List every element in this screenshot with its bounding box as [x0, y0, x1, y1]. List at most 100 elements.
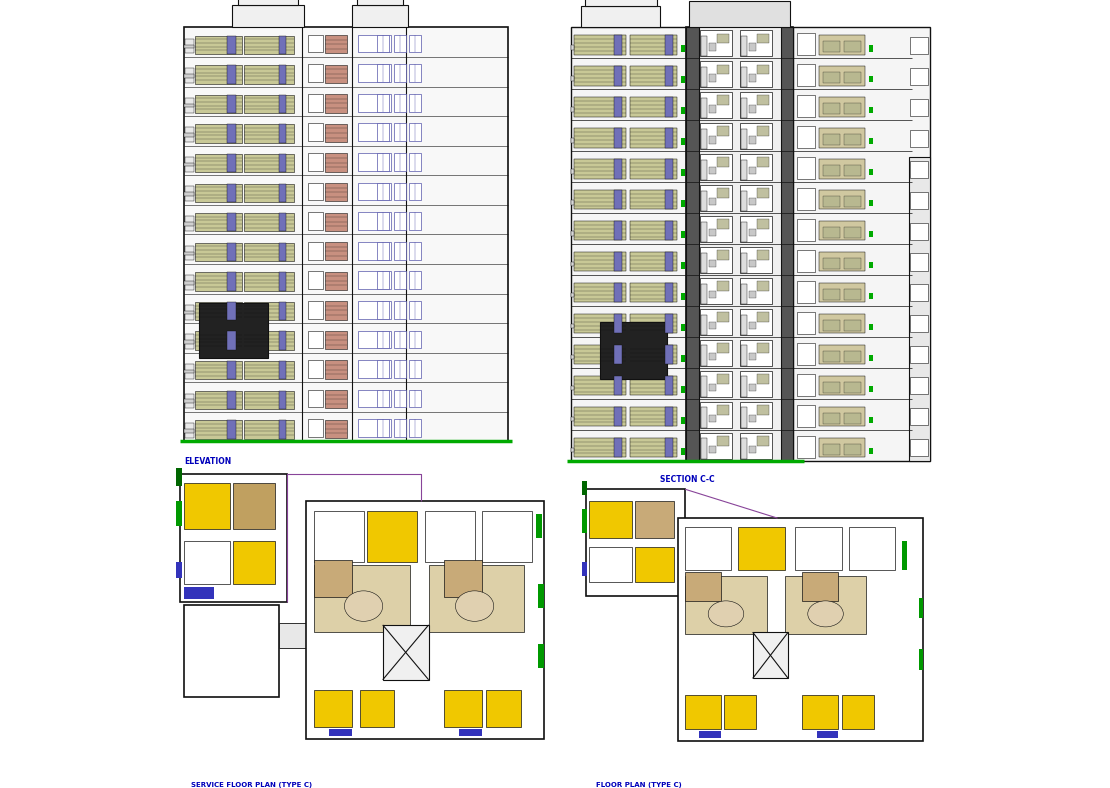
- Bar: [749, 260, 756, 267]
- Bar: [325, 272, 347, 290]
- Bar: [803, 694, 838, 729]
- Bar: [536, 514, 542, 538]
- Bar: [279, 302, 286, 320]
- Bar: [797, 250, 815, 272]
- Bar: [614, 66, 623, 86]
- Bar: [780, 28, 794, 461]
- Bar: [408, 183, 422, 200]
- Bar: [184, 28, 508, 441]
- Bar: [797, 126, 815, 148]
- Bar: [376, 301, 390, 318]
- Bar: [184, 281, 193, 284]
- Bar: [325, 154, 347, 172]
- Bar: [910, 129, 928, 147]
- Bar: [460, 729, 482, 736]
- Bar: [910, 440, 928, 456]
- Bar: [739, 309, 771, 335]
- Bar: [845, 227, 860, 238]
- Bar: [680, 76, 685, 83]
- Bar: [244, 213, 294, 232]
- Bar: [408, 390, 422, 407]
- Bar: [702, 221, 707, 242]
- Bar: [185, 39, 193, 54]
- Bar: [794, 28, 930, 461]
- Bar: [749, 229, 756, 236]
- Bar: [717, 312, 729, 322]
- Bar: [757, 312, 769, 322]
- Bar: [702, 377, 707, 396]
- Bar: [194, 420, 242, 439]
- Bar: [228, 243, 236, 261]
- Bar: [394, 242, 406, 259]
- Bar: [571, 262, 574, 266]
- Bar: [571, 200, 574, 205]
- Bar: [910, 315, 928, 333]
- Bar: [630, 66, 677, 86]
- Bar: [699, 309, 731, 335]
- Bar: [824, 41, 839, 52]
- Bar: [376, 153, 390, 171]
- Bar: [699, 278, 731, 303]
- Bar: [757, 281, 769, 291]
- Bar: [630, 98, 677, 117]
- Bar: [574, 159, 626, 179]
- Bar: [571, 293, 574, 297]
- Bar: [571, 169, 574, 173]
- Bar: [724, 694, 756, 729]
- Bar: [376, 183, 390, 200]
- Bar: [910, 347, 928, 363]
- Bar: [228, 420, 236, 439]
- Bar: [394, 330, 406, 348]
- Bar: [408, 301, 422, 318]
- Bar: [180, 474, 287, 602]
- Bar: [819, 438, 866, 457]
- Bar: [699, 61, 731, 87]
- Bar: [819, 283, 866, 303]
- Bar: [537, 584, 544, 608]
- Bar: [869, 262, 874, 269]
- Bar: [376, 390, 390, 407]
- Bar: [325, 95, 347, 113]
- Bar: [630, 190, 677, 210]
- Bar: [717, 188, 729, 198]
- Bar: [314, 565, 410, 632]
- Bar: [739, 278, 771, 303]
- Bar: [482, 511, 532, 563]
- Bar: [717, 65, 729, 74]
- Bar: [666, 407, 673, 426]
- Bar: [717, 405, 729, 414]
- Bar: [428, 565, 524, 632]
- Bar: [699, 217, 731, 242]
- Bar: [869, 324, 874, 330]
- Bar: [709, 198, 716, 206]
- Bar: [571, 448, 574, 452]
- Bar: [869, 448, 874, 454]
- Bar: [185, 69, 193, 83]
- Bar: [357, 212, 391, 230]
- Bar: [739, 154, 771, 180]
- Bar: [408, 124, 422, 141]
- Bar: [329, 729, 352, 736]
- Bar: [357, 301, 391, 318]
- Bar: [741, 98, 747, 117]
- Bar: [666, 35, 673, 54]
- Bar: [797, 405, 815, 427]
- Bar: [845, 134, 860, 145]
- Bar: [910, 284, 928, 302]
- Bar: [279, 154, 286, 173]
- Bar: [749, 384, 756, 392]
- Bar: [686, 28, 698, 461]
- Bar: [709, 229, 716, 236]
- Bar: [845, 413, 860, 424]
- Bar: [910, 36, 928, 54]
- Bar: [680, 417, 685, 424]
- Bar: [357, 153, 391, 171]
- Bar: [709, 445, 716, 453]
- Bar: [680, 46, 685, 52]
- Bar: [869, 107, 874, 113]
- Bar: [571, 417, 574, 422]
- Bar: [185, 423, 193, 438]
- Bar: [582, 562, 587, 576]
- Bar: [845, 444, 860, 455]
- Bar: [869, 417, 874, 423]
